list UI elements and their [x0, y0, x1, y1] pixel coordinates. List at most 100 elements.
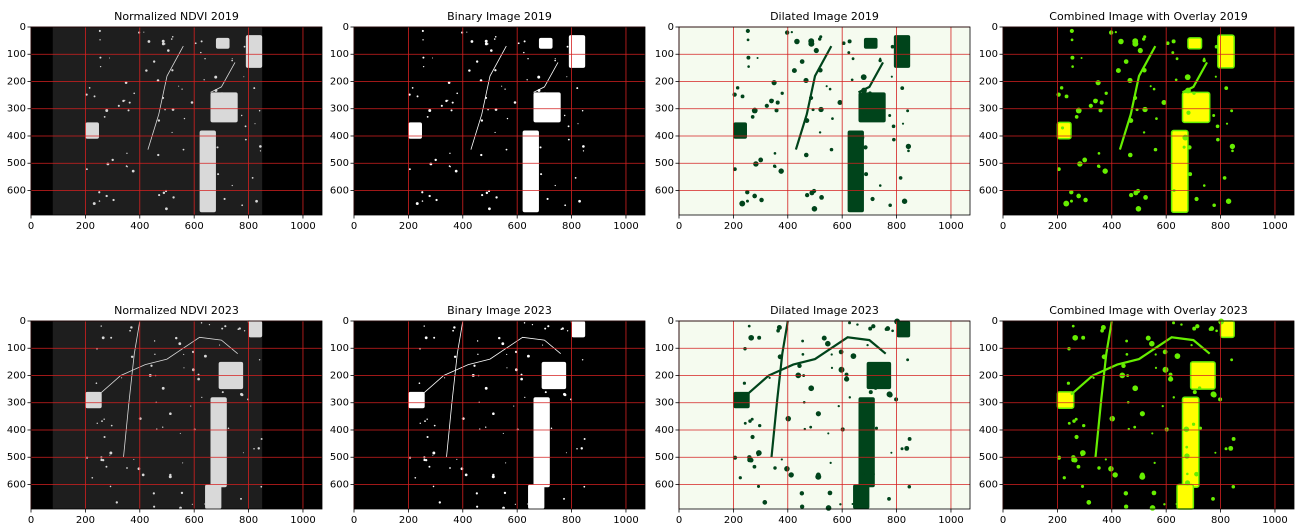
feature-dot [830, 462, 832, 464]
feature-dot [86, 168, 88, 170]
feature-dot [577, 123, 578, 124]
y-tick-label: 0 [20, 316, 26, 327]
feature-dot [762, 500, 767, 505]
feature-dot [862, 473, 865, 476]
image-content [53, 27, 262, 215]
y-tick-label: 500 [655, 158, 674, 169]
feature-dot [891, 45, 895, 49]
x-tick-label: 800 [1211, 515, 1230, 525]
y-tick-label: 200 [7, 76, 26, 87]
y-tick-label: 300 [979, 398, 998, 409]
feature-dot [1163, 367, 1169, 373]
feature-dot [826, 505, 832, 511]
feature-dot [433, 486, 435, 488]
feature-dot [100, 459, 102, 461]
feature-dot [181, 492, 183, 494]
feature-dot [743, 382, 746, 385]
feature-dot [1193, 390, 1197, 394]
feature-dot [423, 66, 424, 67]
feature-dot [167, 49, 170, 52]
panel-title: Combined Image with Overlay 2019 [1049, 10, 1247, 23]
feature-dot [571, 320, 574, 323]
feature-dot [452, 330, 454, 332]
feature-dot [169, 412, 172, 415]
feature-dot [494, 69, 496, 71]
y-tick-label: 500 [330, 158, 349, 169]
feature-dot [757, 336, 761, 340]
feature-dot [105, 466, 107, 468]
feature-dot [190, 406, 191, 407]
feature-dot [1175, 78, 1178, 81]
feature-dot [476, 492, 478, 494]
feature-dot [1211, 391, 1217, 397]
feature-dot [1109, 416, 1115, 422]
feature-dot [1183, 146, 1186, 149]
feature-dot [1223, 176, 1227, 180]
feature-dot [169, 475, 172, 478]
feature-dot [1132, 38, 1138, 44]
feature-dot [1225, 447, 1228, 450]
feature-dot [816, 411, 821, 416]
x-tick-label: 200 [1048, 515, 1067, 525]
x-tick-label: 400 [1102, 221, 1121, 232]
feature-dot [1150, 505, 1156, 511]
feature-dot [1186, 473, 1189, 476]
feature-dot [765, 104, 769, 108]
y-tick-label: 200 [655, 370, 674, 381]
feature-dot [864, 172, 868, 176]
feature-dot [1070, 56, 1074, 60]
feature-dot [1163, 503, 1165, 505]
y-tick-label: 100 [7, 49, 26, 60]
feature-dot [433, 337, 435, 339]
feature-dot [158, 119, 160, 121]
feature-dot [112, 199, 114, 201]
feature-dot [1116, 68, 1121, 73]
feature-dot [804, 118, 809, 123]
feature-dot [551, 427, 553, 429]
feature-dot [828, 491, 833, 496]
feature-dot [856, 323, 858, 325]
feature-dot [815, 474, 821, 480]
feature-dot [891, 76, 893, 78]
feature-dot [494, 132, 495, 133]
feature-dot [178, 86, 179, 87]
feature-dot [1086, 500, 1091, 505]
feature-dot [148, 40, 151, 43]
feature-dot [792, 68, 797, 73]
feature-dot [1187, 145, 1191, 149]
image-background [354, 27, 645, 215]
feature-dot [563, 498, 565, 500]
feature-dot [527, 504, 528, 505]
feature-dot [800, 491, 804, 495]
feature-dot [1182, 135, 1188, 141]
image-background [679, 27, 970, 215]
feature-dot [165, 207, 168, 210]
feature-dot [200, 52, 201, 53]
feature-dot [1101, 325, 1106, 330]
feature-dot [1128, 118, 1133, 123]
y-tick-label: 600 [979, 479, 998, 490]
feature-dot [781, 92, 784, 95]
feature-dot [773, 164, 776, 167]
feature-dot [105, 195, 107, 197]
feature-dot [759, 198, 763, 202]
feature-dot [253, 87, 255, 89]
feature-dot [1142, 37, 1145, 40]
feature-dot [537, 446, 538, 447]
feature-dot [1139, 474, 1145, 480]
panel-title: Combined Image with Overlay 2023 [1049, 304, 1247, 317]
feature-dot [419, 382, 421, 384]
feature-dot [540, 173, 542, 175]
feature-dot [847, 51, 850, 54]
feature-dot [906, 109, 909, 112]
feature-patch [200, 131, 216, 213]
feature-dot [476, 506, 478, 508]
feature-dot [1198, 386, 1201, 389]
feature-dot [812, 206, 818, 212]
feature-dot [181, 88, 182, 89]
feature-dot [1162, 405, 1164, 407]
x-tick-label: 200 [76, 515, 95, 525]
feature-dot [513, 406, 514, 407]
y-tick-label: 200 [330, 76, 349, 87]
